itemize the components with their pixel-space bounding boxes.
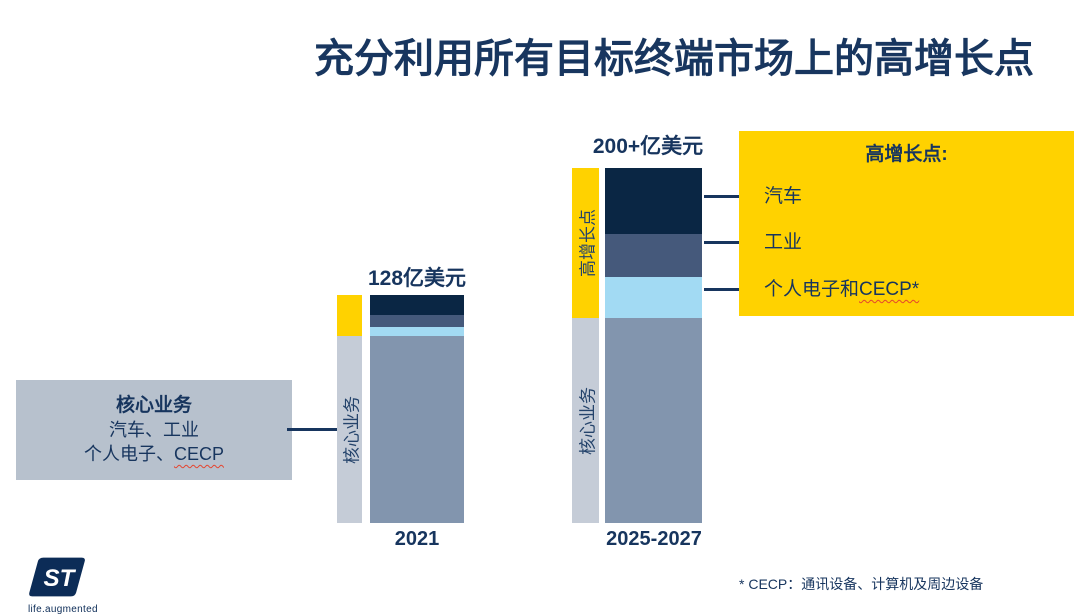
growth-item-industrial: 工业 (764, 230, 802, 256)
industrial-connector-line (704, 241, 761, 244)
growth-box-title: 高增长点: (865, 144, 948, 165)
bar-segment-pe-cecp (370, 327, 464, 336)
axis-label-2025-2027: 2025-2027 (606, 528, 702, 550)
slide-title: 充分利用所有目标终端市场上的高增长点 (314, 37, 1034, 81)
pe-cecp-connector-line (704, 288, 761, 291)
core-box-line2: 个人电子、CECP (84, 442, 224, 466)
st-logo-icon: ST (29, 557, 85, 597)
growth-item-automotive: 汽车 (764, 184, 802, 210)
cecp-footnote: * CECP：通讯设备、计算机及周边设备 (739, 576, 984, 592)
side-strip-2021-core: 核心业务 (337, 336, 362, 523)
side-strip-2025-core: 核心业务 (572, 318, 599, 523)
bar-segment-automotive (605, 168, 702, 234)
core-box-connector-line (287, 428, 337, 431)
bar-segment-industrial (605, 234, 702, 277)
side-strip-2025: 高增长点 核心业务 (572, 168, 599, 523)
core-box-line1: 汽车、工业 (109, 420, 199, 440)
high-growth-callout: 高增长点: (739, 131, 1074, 316)
st-logo-letters: ST (43, 565, 76, 592)
growth-item-industrial-label: 工业 (764, 232, 803, 253)
core-box-cecp-text: CECP (173, 444, 224, 464)
bar-2021 (370, 295, 464, 523)
side-strip-2021-core-label: 核心业务 (342, 395, 361, 464)
side-strip-2025-growth-label: 高增长点 (578, 209, 597, 277)
core-box-line2-prefix: 个人电子、 (83, 444, 174, 464)
bar-segment-core (605, 318, 702, 523)
bar-segment-pe-cecp (605, 277, 702, 318)
growth-item-pe-cecp-label: 个人电子和 (764, 279, 860, 300)
bar-2025-2027 (605, 168, 702, 523)
bar-segment-core (370, 336, 464, 523)
automotive-connector-line (704, 195, 761, 198)
core-business-callout: 核心业务 汽车、工业 个人电子、CECP (16, 380, 292, 480)
growth-item-automotive-label: 汽车 (764, 186, 803, 207)
side-strip-2025-core-label: 核心业务 (578, 386, 597, 455)
st-logo: ST life.augmented (28, 556, 118, 615)
bar-2021-total-label: 128亿美元 (367, 267, 467, 290)
axis-label-2021: 2021 (394, 528, 440, 550)
bar-segment-automotive (370, 295, 464, 315)
logo-tagline: life.augmented (28, 604, 98, 615)
growth-item-pe-cecp: 个人电子和CECP* (764, 277, 919, 303)
side-strip-2025-growth: 高增长点 (572, 168, 599, 318)
side-strip-2021: 核心业务 (337, 295, 362, 523)
growth-item-pe-cecp-suffix: CECP* (859, 279, 920, 300)
bar-2025-total-label: 200+亿美元 (592, 135, 704, 158)
side-strip-2021-growth (337, 295, 362, 336)
core-box-title: 核心业务 (115, 395, 192, 416)
bar-segment-industrial (370, 315, 464, 327)
